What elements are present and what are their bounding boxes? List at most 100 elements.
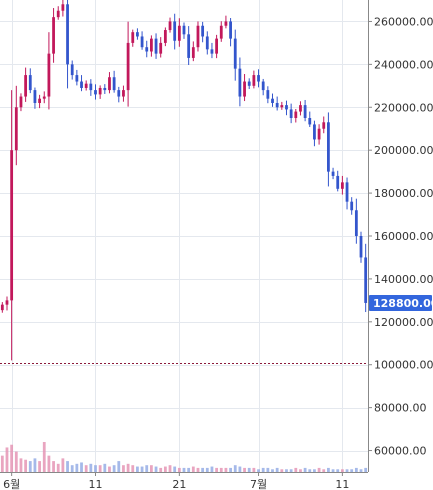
candle-body xyxy=(336,175,340,189)
volume-bar xyxy=(159,467,163,472)
candle-body xyxy=(42,96,46,99)
candle-body xyxy=(10,150,14,301)
candle-body xyxy=(210,49,214,54)
candle-layer xyxy=(0,0,368,361)
candle-body xyxy=(257,75,260,82)
volume-bar xyxy=(47,455,51,472)
volume-bar xyxy=(322,469,326,472)
candle-body xyxy=(47,53,51,97)
current-price-label: 128800.00 xyxy=(373,297,433,310)
candle-body xyxy=(117,90,121,97)
volume-bar xyxy=(122,465,125,472)
candle-body xyxy=(24,75,28,97)
volume-bar xyxy=(327,467,330,472)
volume-bar xyxy=(331,469,335,472)
candle-body xyxy=(136,32,139,37)
volume-bar xyxy=(80,462,83,472)
y-tick-label: 160000.00 xyxy=(374,230,433,243)
volume-bar xyxy=(28,461,32,472)
volume-bar xyxy=(70,465,74,472)
candle-body xyxy=(205,36,209,50)
candle-body xyxy=(80,81,83,88)
candle-body xyxy=(182,25,186,35)
candle-body xyxy=(56,10,60,18)
candle-body xyxy=(359,236,363,258)
volume-bar xyxy=(182,467,186,472)
candle-body xyxy=(285,105,288,110)
candle-body xyxy=(187,34,191,58)
x-tick-label: 21 xyxy=(172,478,186,490)
candle-body xyxy=(94,90,97,95)
candle-body xyxy=(0,304,4,311)
volume-bar xyxy=(75,463,79,472)
candle-body xyxy=(289,109,293,118)
volume-bar xyxy=(94,465,97,472)
volume-bar xyxy=(196,467,200,472)
volume-bar xyxy=(280,469,284,472)
candle-body xyxy=(280,105,284,108)
volume-bar xyxy=(112,465,116,472)
candle-body xyxy=(122,90,125,97)
candle-body xyxy=(340,182,344,189)
candle-body xyxy=(350,201,354,211)
volume-bar xyxy=(149,465,153,472)
volume-bar xyxy=(350,469,354,472)
candle-body xyxy=(61,4,65,11)
candle-body xyxy=(233,38,237,69)
candle-body xyxy=(201,25,205,37)
volume-bar xyxy=(303,467,307,472)
candle-body xyxy=(364,257,368,303)
volume-bar xyxy=(187,467,191,472)
x-axis-ticks: 6월 11 21 7월 11 xyxy=(3,472,349,490)
volume-bar xyxy=(177,467,181,472)
volume-bar xyxy=(243,467,246,472)
volume-bar xyxy=(108,466,111,472)
candle-body xyxy=(313,124,316,140)
volume-bar xyxy=(317,467,321,472)
volume-layer xyxy=(0,442,368,472)
volume-bar xyxy=(247,467,251,472)
candle-body xyxy=(33,90,37,103)
candle-body xyxy=(38,98,41,103)
candle-body xyxy=(196,25,200,48)
volume-bar xyxy=(359,469,363,472)
volume-bar xyxy=(173,466,177,472)
x-tick-label: 7월 xyxy=(250,478,267,490)
y-tick-label: 120000.00 xyxy=(374,316,433,329)
candle-body xyxy=(345,182,349,202)
candle-body xyxy=(131,32,135,43)
volume-bar xyxy=(126,463,130,472)
volume-bar xyxy=(10,444,14,472)
volume-bar xyxy=(294,467,298,472)
volume-bar xyxy=(219,467,223,472)
volume-bar xyxy=(224,467,228,472)
candle-body xyxy=(154,38,158,54)
candle-body xyxy=(28,75,32,91)
candle-body xyxy=(52,17,55,54)
volume-bar xyxy=(210,466,214,472)
volume-bar xyxy=(0,455,4,472)
candle-body xyxy=(173,21,177,41)
candle-body xyxy=(327,122,330,172)
candle-body xyxy=(252,75,256,86)
candle-body xyxy=(191,47,195,58)
candle-body xyxy=(149,38,153,52)
volume-bar xyxy=(103,463,107,472)
volume-bar xyxy=(191,466,195,472)
x-tick-label: 11 xyxy=(88,478,102,490)
candle-body xyxy=(266,90,270,99)
volume-bar xyxy=(168,465,172,472)
volume-bar xyxy=(275,467,279,472)
candle-body xyxy=(294,111,298,118)
candle-body xyxy=(322,122,326,129)
volume-bar xyxy=(299,469,302,472)
grid-layer xyxy=(0,0,368,472)
volume-bar xyxy=(257,469,260,472)
y-tick-label: 180000.00 xyxy=(374,187,433,200)
volume-bar xyxy=(38,461,41,472)
volume-bar xyxy=(233,465,237,472)
volume-bar xyxy=(364,467,368,472)
candle-body xyxy=(112,77,116,91)
candle-body xyxy=(75,75,79,82)
